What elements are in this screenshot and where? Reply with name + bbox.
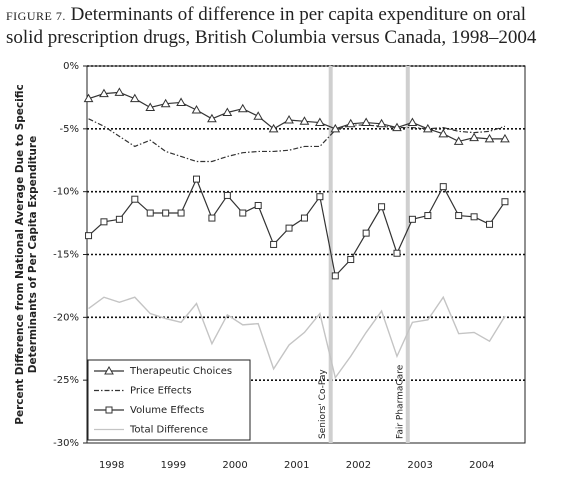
point [299,116,310,125]
point [393,249,401,257]
x-tick-label: 2002 [346,460,371,471]
point [191,104,202,114]
x-tick-label: 2001 [284,460,309,471]
point [486,220,494,228]
y-axis-label-line: Determinants of Per Capita Expenditure [27,136,39,373]
point [285,224,293,232]
title-text: Determinants of difference in per capita… [6,4,537,48]
point [362,229,370,237]
point [455,212,463,220]
y-tick-label: -5% [60,124,79,135]
point [422,123,433,133]
point [99,88,109,98]
legend-box [87,359,251,441]
point [222,107,233,116]
point [300,214,308,222]
x-tick-label: 2004 [469,460,494,471]
y-tick-label: 0% [63,61,79,72]
point [424,212,432,220]
point [145,102,156,111]
point [207,113,217,123]
y-tick-label: -30% [53,438,79,449]
point [484,133,495,143]
point [239,209,247,217]
point [129,93,140,103]
point [347,256,355,264]
point [469,132,479,142]
point [131,195,139,203]
point [146,209,154,217]
series-line [88,177,506,278]
point [177,209,185,217]
point [439,183,447,191]
point [378,203,386,211]
point [237,103,248,113]
point [253,111,264,120]
point [193,175,200,183]
point [85,232,93,240]
legend-label: Total Difference [129,425,208,436]
point [376,118,387,128]
point [330,123,341,133]
point [223,191,231,199]
point [361,117,372,127]
point [254,201,262,209]
legend-label: Therapeutic Choices [129,366,232,377]
y-tick-label: -25% [53,375,79,386]
x-tick-label: 2003 [407,460,432,471]
point [345,118,356,128]
legend-marker [104,365,114,375]
legend-marker [105,406,113,414]
point [331,272,339,280]
point [208,214,216,222]
y-axis-label-line: Percent Difference from National Average… [14,84,26,424]
point [453,136,464,145]
y-axis-label: Percent Difference from National Average… [14,84,39,424]
series-line [88,91,505,143]
point [407,117,418,127]
series-line [88,118,506,163]
point [114,87,125,96]
point [162,209,170,217]
event-label: Fair PharmaCare [395,364,405,439]
chart-title: Figure 7. Determinants of difference in … [6,4,566,49]
figure-label: Figure 7. [6,9,66,23]
point [392,122,402,132]
point [315,117,325,127]
point [316,193,324,201]
x-tick-label: 2000 [222,460,247,471]
point [176,97,186,106]
event-label: Seniors' Co-Pay [318,369,328,439]
point [83,93,94,103]
point [408,215,416,223]
legend-label: Price Effects [130,386,192,397]
point [268,123,279,133]
point [284,115,294,124]
point [115,215,123,223]
y-tick-label: -20% [53,312,79,323]
y-tick-label: -15% [53,250,79,261]
point [438,128,449,138]
point [500,133,510,143]
point [270,240,278,248]
point [501,198,509,206]
series-line [88,295,506,380]
legend-label: Volume Effects [130,405,204,416]
y-tick-label: -10% [53,187,79,198]
x-tick-label: 1998 [99,460,124,471]
point [100,218,108,226]
point [470,213,478,221]
point [160,98,171,108]
x-tick-label: 1999 [161,460,186,471]
